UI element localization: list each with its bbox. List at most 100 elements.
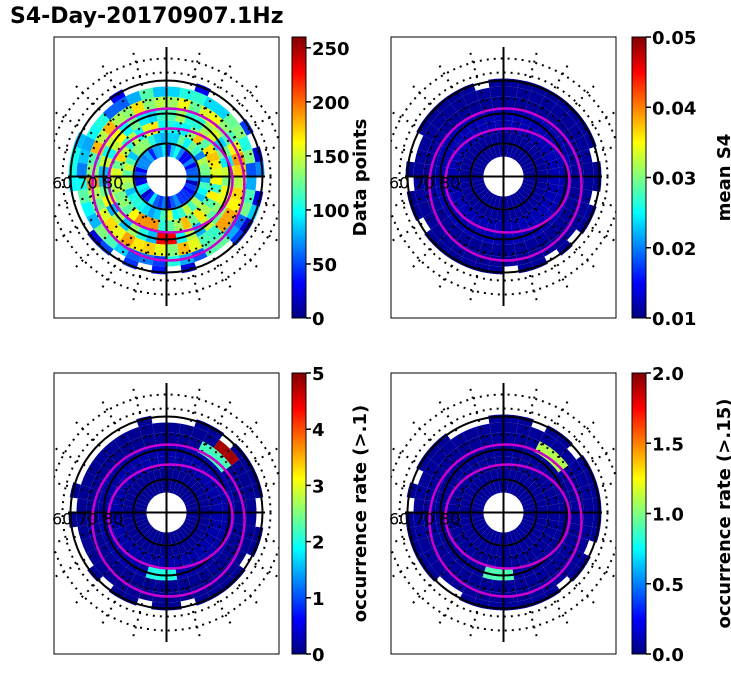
heatmap-cell bbox=[140, 524, 153, 536]
colorbar bbox=[631, 36, 647, 319]
heatmap-cell bbox=[159, 468, 167, 481]
heatmap-cell bbox=[517, 489, 530, 501]
heatmap-cell bbox=[493, 531, 501, 545]
grid-spoke-dotted bbox=[542, 198, 616, 243]
heatmap-cell bbox=[152, 469, 162, 483]
heatmap-cell bbox=[503, 86, 518, 98]
heatmap-cell bbox=[491, 243, 504, 257]
panel-bottom-left: 60 70 80 0 1 2 3 4 5 occurrence rate (>.1) bbox=[52, 364, 371, 666]
heatmap-cell bbox=[102, 233, 120, 250]
heatmap-cell bbox=[462, 90, 479, 106]
heatmap-cell bbox=[503, 544, 511, 557]
heatmap-cell bbox=[180, 153, 193, 165]
heatmap-cell bbox=[123, 517, 137, 527]
heatmap-cell bbox=[197, 538, 212, 553]
heatmap-cell bbox=[523, 462, 537, 477]
grid-spoke-dotted bbox=[525, 399, 570, 474]
polar-plot-area bbox=[391, 47, 616, 306]
heatmap-cell bbox=[227, 197, 243, 213]
heatmap-cell bbox=[155, 444, 167, 458]
heatmap-cell bbox=[438, 216, 456, 234]
heatmap-cell bbox=[138, 521, 151, 532]
heatmap-cell bbox=[516, 423, 532, 437]
heatmap-cell bbox=[77, 148, 91, 164]
heatmap-cell bbox=[450, 577, 468, 593]
heatmap-cell bbox=[123, 498, 137, 508]
heatmap-cell bbox=[512, 148, 523, 161]
heatmap-cell bbox=[138, 493, 151, 504]
heatmap-cell bbox=[143, 526, 155, 539]
colorbar-label: occurrence rate (>.1) bbox=[350, 405, 371, 622]
heatmap-cell bbox=[80, 135, 96, 152]
heatmap-cell bbox=[242, 484, 256, 500]
heatmap-cell bbox=[186, 512, 199, 518]
heatmap-cell bbox=[579, 525, 593, 541]
heatmap-cell bbox=[206, 111, 224, 129]
heatmap-cell bbox=[477, 153, 490, 165]
heatmap-cell bbox=[568, 459, 584, 477]
contour-outer bbox=[428, 443, 583, 598]
heatmap-cell bbox=[223, 112, 240, 130]
heatmap-cell bbox=[534, 202, 549, 217]
heatmap-cell bbox=[242, 525, 256, 541]
grid-spoke-dotted bbox=[468, 50, 493, 133]
grid-spoke-dotted bbox=[391, 481, 460, 502]
heatmap-cell bbox=[101, 145, 117, 160]
panel-top-right: 60 70 80 0.01 0.02 0.03 0.04 0.05 mean S4 bbox=[389, 28, 731, 330]
colorbar-label: Data points bbox=[350, 119, 371, 237]
heatmap-cell bbox=[101, 216, 119, 234]
grid-spoke-dotted bbox=[177, 556, 202, 639]
heatmap-cell bbox=[458, 538, 473, 553]
heatmap-cell bbox=[110, 167, 123, 177]
heatmap-cell bbox=[467, 100, 483, 116]
heatmap-cell bbox=[503, 144, 509, 157]
heatmap-cell bbox=[122, 176, 135, 184]
heatmap-cell bbox=[152, 86, 167, 98]
heatmap-cell bbox=[130, 100, 146, 116]
heatmap-cell bbox=[197, 231, 214, 248]
heatmap-cell bbox=[556, 240, 573, 256]
heatmap-cell bbox=[186, 126, 200, 141]
contour-outer bbox=[91, 443, 246, 598]
grid-spoke-dotted bbox=[177, 386, 202, 469]
heatmap-cell bbox=[480, 526, 492, 539]
heatmap-cell bbox=[439, 569, 457, 586]
colorbar-tick-label: 1.5 bbox=[652, 434, 684, 455]
heatmap-cell bbox=[155, 108, 167, 122]
heatmap-cell bbox=[166, 231, 178, 245]
heatmap-cell bbox=[166, 544, 174, 557]
grid-spoke-dotted bbox=[437, 63, 482, 138]
heatmap-cell bbox=[417, 201, 433, 218]
heatmap-cell bbox=[166, 196, 172, 209]
heatmap-cell bbox=[448, 183, 462, 194]
heatmap-cell bbox=[558, 543, 575, 560]
heatmap-cell bbox=[556, 97, 573, 113]
heatmap-cell bbox=[489, 206, 499, 220]
grid-spoke-dotted bbox=[391, 198, 465, 243]
heatmap-cell bbox=[503, 208, 511, 221]
colorbar-tick-label: 200 bbox=[312, 93, 350, 114]
heatmap-cell bbox=[145, 109, 158, 124]
heatmap-cell bbox=[467, 436, 483, 452]
heatmap-cell bbox=[196, 181, 210, 191]
heatmap-cell bbox=[208, 519, 222, 530]
heatmap-cell bbox=[184, 182, 197, 191]
heatmap-cell bbox=[533, 498, 547, 508]
heatmap-cell bbox=[478, 215, 490, 230]
grid-spoke-dotted bbox=[73, 83, 135, 145]
grid-spoke-dotted bbox=[514, 220, 539, 303]
grid-spoke-dotted bbox=[514, 50, 539, 133]
heatmap-cell bbox=[102, 569, 120, 586]
heatmap-cell bbox=[519, 521, 532, 532]
heatmap-cell bbox=[515, 526, 527, 539]
grid-spoke-dotted bbox=[210, 145, 279, 166]
grid-spoke-dotted bbox=[547, 145, 616, 166]
heatmap-cell bbox=[109, 224, 127, 242]
heatmap-cell bbox=[523, 212, 537, 227]
grid-spoke-dotted bbox=[73, 419, 135, 481]
grid-spoke-dotted bbox=[131, 50, 156, 133]
heatmap-cell bbox=[467, 237, 483, 253]
colorbar bbox=[291, 372, 307, 655]
heatmap-cell bbox=[133, 212, 147, 227]
grid-spoke-dotted bbox=[205, 534, 279, 579]
